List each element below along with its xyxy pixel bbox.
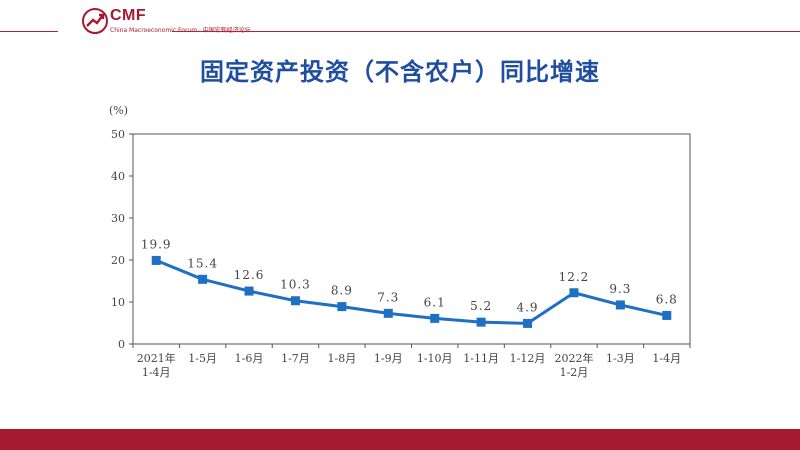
x-tick-label: 1-6月 [235,352,264,365]
logo: CMF China Macroeconomic Forum · 中国宏观经济论坛 [82,6,251,36]
y-tick-label: 10 [111,296,125,309]
data-label: 6.1 [424,295,446,309]
x-tick-label-line: 1-7月 [281,352,310,365]
chart: (%) 0 10 20 30 40 50 2021年 1-4月 1-5月 1-6月 1-7月 1-8月 1… [100,98,700,398]
data-label: 8.9 [331,284,353,298]
x-tick-label-line: 1-9月 [374,352,403,365]
x-tick-label-line: 1-12月 [510,352,546,365]
data-label: 15.4 [187,256,218,270]
data-point [244,286,254,296]
y-tick-label: 0 [118,338,125,351]
x-tick-label-line: 1-8月 [328,352,357,365]
y-axis-label: (%) [109,104,128,117]
x-tick-label-line: 1-10月 [417,352,453,365]
data-point [615,300,625,310]
x-tick-label: 1-11月 [463,352,499,365]
data-point [383,308,393,318]
x-tick-label-line: 1-4月 [652,352,681,365]
header: CMF China Macroeconomic Forum · 中国宏观经济论坛 [0,0,800,40]
data-label: 4.9 [516,300,538,314]
data-point [337,302,347,312]
data-label: 10.3 [280,278,311,292]
data-label: 12.2 [559,270,590,284]
x-tick-label-line: 1-11月 [463,352,499,365]
x-tick-label-line: 1-4月 [142,366,171,379]
x-tick-label: 2021年 1-4月 [137,351,176,379]
y-tick-label: 30 [111,212,125,225]
data-label: 12.6 [234,268,265,282]
data-label: 7.3 [377,290,399,304]
x-tick-label: 1-4月 [652,352,681,365]
x-tick-label: 1-3月 [606,352,635,365]
data-point [569,288,579,298]
logo-subtitle: China Macroeconomic Forum · 中国宏观经济论坛 [110,27,251,34]
data-point [290,296,300,306]
data-point [151,255,161,265]
data-label: 5.2 [470,299,492,313]
x-tick-label: 1-5月 [188,352,217,365]
x-tick-label: 1-7月 [281,352,310,365]
y-tick-label: 40 [111,170,125,183]
x-tick-label: 1-12月 [510,352,546,365]
x-tick-label-line: 2022年 [554,351,593,365]
header-rule-left [0,31,58,32]
footer-bar [0,429,800,450]
data-point [476,317,486,327]
x-tick-label-line: 1-3月 [606,352,635,365]
page-title: 固定资产投资（不含农户）同比增速 [200,58,600,86]
y-tick-label: 20 [111,254,125,267]
x-tick-label: 1-8月 [328,352,357,365]
x-tick-label-line: 1-5月 [188,352,217,365]
x-tick-label: 1-10月 [417,352,453,365]
data-point [198,274,208,284]
data-label: 6.8 [656,292,678,306]
series-line [155,259,668,325]
data-label: 19.9 [141,237,172,251]
x-tick-label: 1-9月 [374,352,403,365]
x-tick-label-line: 1-2月 [560,366,589,379]
data-point [430,313,440,323]
logo-mark-icon [82,8,108,34]
data-point [662,310,672,320]
x-tick-label-line: 2021年 [137,351,176,365]
data-label: 9.3 [609,282,631,296]
x-tick-label-line: 1-6月 [235,352,264,365]
y-tick-label: 50 [111,128,125,141]
x-tick-label: 2022年 1-2月 [554,351,593,379]
data-point [523,318,533,328]
plot-frame [132,133,691,345]
logo-text: CMF [110,7,147,24]
header-rule-right [172,31,800,32]
